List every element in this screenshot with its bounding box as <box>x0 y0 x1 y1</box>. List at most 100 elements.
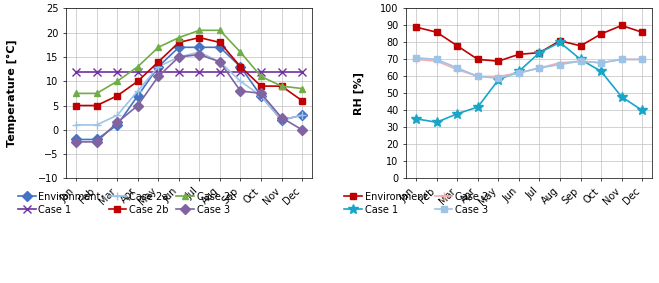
Case 3 <box>113 121 121 124</box>
Case 3 <box>154 75 162 78</box>
Case 1 <box>597 70 605 73</box>
Case 3 <box>453 66 461 70</box>
Case 1 <box>453 112 461 115</box>
Case 2b <box>216 41 224 44</box>
Case 2b <box>196 36 204 39</box>
Line: Case 2a: Case 2a <box>72 48 306 129</box>
Case 2a <box>237 80 244 83</box>
Case 3 <box>617 58 625 61</box>
Case 1 <box>515 70 523 73</box>
Case 2b <box>175 41 183 44</box>
Environment <box>638 31 646 34</box>
Legend: Environment, Case 1, Case 2, Case 3: Environment, Case 1, Case 2, Case 3 <box>344 192 488 215</box>
Case 3 <box>72 140 80 143</box>
Case 2a <box>93 123 101 127</box>
Case 2 <box>577 59 585 63</box>
Case 3 <box>216 60 224 64</box>
Case 2 <box>617 58 625 61</box>
Case 2c <box>277 84 285 88</box>
Case 1 <box>72 70 80 73</box>
Case 2a <box>298 113 306 117</box>
Case 2c <box>237 50 244 54</box>
Line: Case 3: Case 3 <box>413 54 646 82</box>
Case 2c <box>93 92 101 95</box>
Line: Environment: Environment <box>413 22 646 65</box>
Case 1 <box>433 121 441 124</box>
Case 1 <box>196 70 204 73</box>
Case 2 <box>433 59 441 63</box>
Case 1 <box>298 70 306 73</box>
Case 3 <box>577 59 585 63</box>
Case 3 <box>515 71 523 75</box>
Case 1 <box>413 117 420 121</box>
Case 2c <box>113 80 121 83</box>
Case 2 <box>556 61 564 65</box>
Case 2c <box>134 65 142 68</box>
Case 2a <box>113 113 121 117</box>
Case 3 <box>175 55 183 59</box>
Case 3 <box>494 76 502 80</box>
Case 3 <box>474 75 482 78</box>
Case 2a <box>175 55 183 59</box>
Case 3 <box>536 66 544 70</box>
Case 1 <box>113 70 121 73</box>
Line: Case 1: Case 1 <box>72 67 306 76</box>
Environment <box>196 46 204 49</box>
Case 2 <box>638 58 646 61</box>
Case 2b <box>277 84 285 88</box>
Case 2 <box>474 75 482 78</box>
Case 1 <box>175 70 183 73</box>
Environment <box>617 24 625 27</box>
Case 2a <box>134 89 142 93</box>
Environment <box>93 138 101 141</box>
Case 2b <box>298 99 306 102</box>
Case 2b <box>257 84 265 88</box>
Case 3 <box>93 140 101 143</box>
Case 3 <box>277 116 285 119</box>
Case 2b <box>237 65 244 68</box>
Environment <box>298 113 306 117</box>
Case 3 <box>257 92 265 95</box>
Case 2b <box>113 94 121 98</box>
Environment <box>536 51 544 54</box>
Case 2b <box>134 80 142 83</box>
Case 2c <box>257 75 265 78</box>
Case 2a <box>257 94 265 98</box>
Y-axis label: RH [%]: RH [%] <box>354 72 364 115</box>
Legend: Environment, Case 1, Case 2a, Case 2b, Case 2c, Case 3: Environment, Case 1, Case 2a, Case 2b, C… <box>18 192 235 215</box>
Environment <box>413 25 420 29</box>
Case 2c <box>216 29 224 32</box>
Environment <box>237 65 244 68</box>
Line: Case 2b: Case 2b <box>72 34 306 109</box>
Case 3 <box>433 58 441 61</box>
Environment <box>577 44 585 48</box>
Case 2a <box>196 50 204 54</box>
Environment <box>113 123 121 127</box>
Case 1 <box>494 78 502 82</box>
Case 2 <box>413 58 420 61</box>
Environment <box>72 138 80 141</box>
Case 1 <box>257 70 265 73</box>
Environment <box>433 31 441 34</box>
Environment <box>556 39 564 42</box>
Case 1 <box>277 70 285 73</box>
Environment <box>154 65 162 68</box>
Case 2b <box>154 60 162 64</box>
Case 3 <box>196 53 204 56</box>
Environment <box>515 53 523 56</box>
Case 2c <box>175 36 183 39</box>
Case 2c <box>298 87 306 90</box>
Case 3 <box>298 128 306 132</box>
Case 2 <box>536 66 544 70</box>
Case 1 <box>216 70 224 73</box>
Case 1 <box>617 95 625 98</box>
Line: Case 1: Case 1 <box>411 38 647 127</box>
Case 2b <box>93 104 101 107</box>
Environment <box>216 46 224 49</box>
Case 2a <box>154 65 162 68</box>
Case 2 <box>453 68 461 71</box>
Case 3 <box>237 89 244 93</box>
Case 1 <box>237 70 244 73</box>
Environment <box>597 32 605 36</box>
Case 1 <box>638 109 646 112</box>
